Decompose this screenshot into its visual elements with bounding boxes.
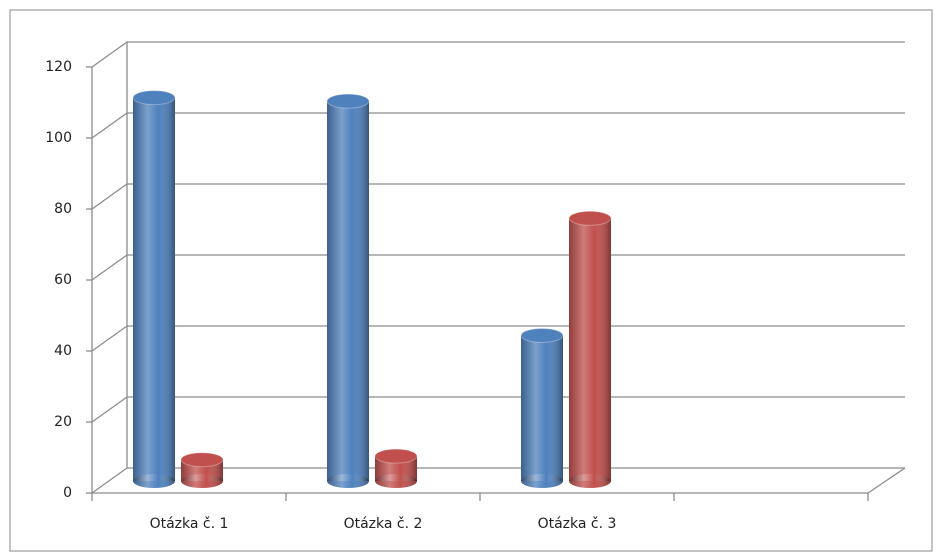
grid-line — [91, 112, 905, 139]
bar-base-shade — [327, 474, 369, 488]
bar-top — [520, 327, 564, 343]
bar-shade — [133, 97, 175, 481]
bar-base-shade — [375, 474, 417, 488]
bar-base-shade — [133, 474, 175, 488]
grid-line — [91, 467, 905, 494]
x-tick-label: Otázka č. 1 — [150, 516, 229, 532]
bar-base-shade — [521, 474, 563, 488]
bar-top — [568, 210, 612, 226]
bar-base-shade — [569, 474, 611, 488]
grid-line — [91, 41, 905, 68]
bar-top — [180, 452, 224, 468]
bar-shade — [521, 335, 563, 481]
bar-shade — [569, 218, 611, 482]
grid-line — [91, 183, 905, 210]
grid-line — [91, 254, 905, 281]
y-tick-label: 60 — [54, 272, 72, 288]
x-tick-label: Otázka č. 2 — [344, 516, 423, 532]
y-tick-label: 120 — [45, 59, 72, 75]
grid-line — [91, 325, 905, 352]
y-tick-label: 80 — [54, 201, 72, 217]
y-tick-label: 20 — [54, 414, 72, 430]
y-tick-label: 100 — [45, 130, 72, 146]
grid-line — [91, 396, 905, 423]
bar-top — [326, 93, 370, 109]
bar-shade — [327, 101, 369, 482]
x-tick-label: Otázka č. 3 — [538, 516, 617, 532]
y-tick-label: 40 — [54, 343, 72, 359]
y-tick-label: 0 — [63, 485, 72, 501]
bar-top — [374, 448, 418, 464]
bar-top — [132, 90, 176, 106]
bar-base-shade — [181, 474, 223, 488]
